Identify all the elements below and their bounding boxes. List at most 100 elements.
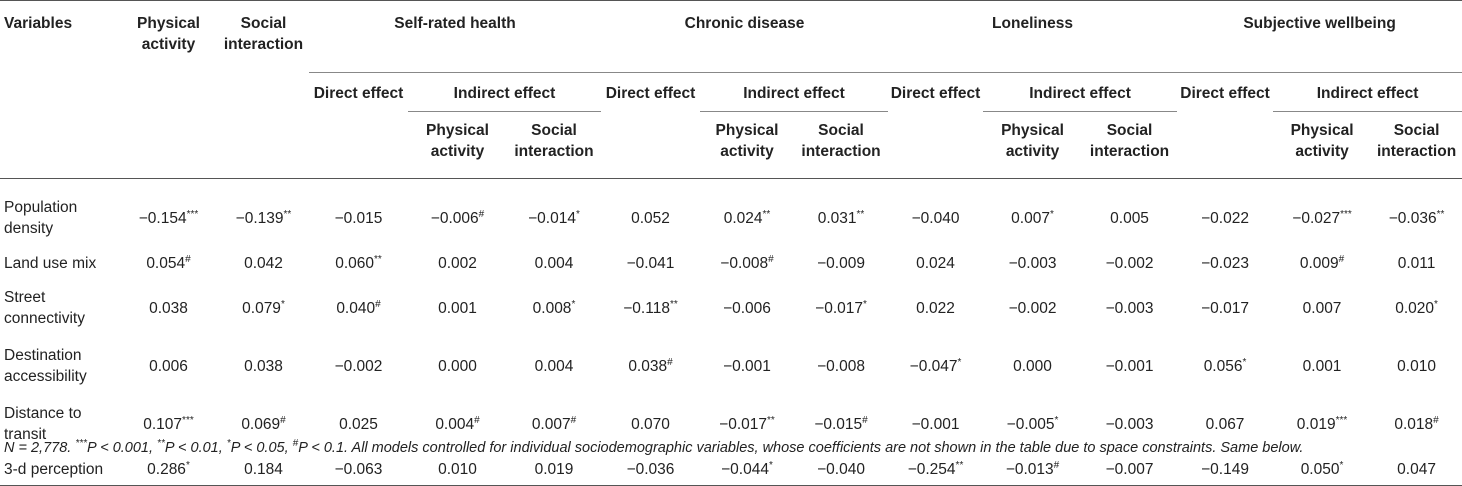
row-label: Street connectivity [4, 289, 85, 327]
table-cell: −0.118** [623, 298, 678, 317]
subheader-social-interaction: Social interaction [507, 111, 601, 179]
header-indirect-effect: Indirect effect [983, 72, 1178, 112]
table-cell: 0.031** [817, 208, 865, 227]
significance-marker: # [768, 253, 774, 265]
table-cell: −0.047* [909, 356, 962, 375]
subheader-physical-activity: Physical activity [700, 111, 794, 179]
table-cell: 0.004# [435, 414, 480, 433]
significance-marker: ** [669, 298, 678, 310]
significance-marker: # [280, 414, 286, 426]
table-cell: 0.040# [336, 298, 381, 317]
table-cell: −0.015# [814, 414, 868, 433]
significance-marker: *** [1335, 414, 1348, 426]
table-cell: −0.002 [334, 357, 383, 375]
table-cell: 0.020* [1395, 298, 1438, 317]
table-cell: 0.060** [335, 253, 382, 272]
table-cell: −0.001 [911, 415, 960, 433]
header-direct-effect: Direct effect [890, 85, 981, 102]
significance-marker: * [280, 298, 285, 310]
table-cell: 0.286* [119, 453, 218, 486]
table-cell: 0.107*** [143, 414, 194, 433]
table-cell: 0.047 [1371, 453, 1462, 486]
subheader-social-interaction: Social interaction [1371, 111, 1462, 179]
table-cell: 0.010 [408, 453, 507, 486]
table-cell: 0.024 [916, 254, 955, 272]
table-cell: 0.038 [149, 299, 188, 317]
significance-marker: * [1434, 298, 1438, 310]
table-row: Destination accessibility 0.006 0.038 −0.002… [0, 337, 1462, 395]
table-cell: −0.041 [626, 254, 675, 272]
table-cell: −0.008# [720, 253, 774, 272]
row-label: Population density [4, 199, 78, 237]
subheader-physical-activity: Physical activity [983, 111, 1083, 179]
table-cell: −0.040 [911, 209, 960, 227]
table-footnote: N = 2,778. ***P < 0.001, **P < 0.01, *P … [4, 438, 1304, 456]
table-cell: −0.254** [888, 453, 984, 486]
header-loneliness: Loneliness [888, 0, 1178, 73]
table-cell: −0.015 [334, 209, 383, 227]
significance-marker: ** [767, 414, 775, 426]
significance-marker: * [957, 356, 962, 368]
table-cell: −0.013# [983, 453, 1083, 486]
table-cell: 0.070 [631, 415, 670, 433]
significance-marker: ** [1436, 208, 1445, 220]
table-cell: −0.002 [1105, 254, 1154, 272]
header-indirect-effect: Indirect effect [1273, 72, 1462, 112]
table-cell: −0.006 [723, 299, 771, 317]
table-cell: −0.027*** [1292, 208, 1352, 227]
table-cell: −0.003 [1008, 254, 1057, 272]
table-row: 3-d perception 0.286* 0.184 −0.063 0.010 0.01… [0, 453, 1462, 486]
significance-marker: # [1053, 459, 1060, 471]
significance-marker: * [1054, 414, 1059, 426]
significance-marker: ** [374, 253, 382, 265]
table-cell: 0.184 [218, 453, 309, 486]
table-cell: −0.007 [1082, 453, 1178, 486]
row-label: 3-d perception [0, 453, 119, 486]
table-cell: 0.001 [438, 299, 477, 317]
table-cell: 0.007 [1302, 299, 1342, 317]
table-cell: −0.001 [723, 357, 771, 375]
significance-marker: * [571, 298, 576, 310]
significance-marker: * [1242, 356, 1247, 368]
table-cell: −0.006# [430, 208, 485, 227]
table-cell: 0.022 [916, 299, 955, 317]
table-row: Population density −0.154*** −0.139** −0.015… [0, 189, 1462, 247]
significance-marker: # [1338, 253, 1345, 265]
significance-marker: * [575, 208, 580, 220]
table-cell: −0.036** [1388, 208, 1445, 227]
subheader-social-interaction: Social interaction [1082, 111, 1178, 179]
significance-marker: # [474, 414, 480, 426]
header-direct-effect: Direct effect [605, 85, 696, 102]
table-cell: 0.038# [628, 356, 673, 375]
table-cell: 0.008* [532, 298, 576, 317]
significance-marker: # [375, 298, 381, 310]
table-cell: 0.011 [1397, 254, 1436, 272]
table-cell: 0.019 [507, 453, 601, 486]
table-cell: 0.079* [242, 298, 285, 317]
table-cell: 0.007* [1011, 208, 1054, 227]
table-cell: −0.014* [528, 208, 580, 227]
header-indirect-effect: Indirect effect [700, 72, 889, 112]
table-cell: 0.000 [1013, 357, 1052, 375]
table-cell: −0.017 [1201, 299, 1249, 317]
table-cell: 0.005 [1110, 209, 1149, 227]
table-cell: −0.022 [1201, 209, 1249, 227]
footnote-text: N = 2,778. ***P < 0.001, **P < 0.01, *P … [4, 438, 1304, 456]
table-cell: 0.052 [631, 209, 670, 227]
significance-marker: # [478, 208, 485, 220]
table-cell: −0.003 [1105, 415, 1154, 433]
table-cell: −0.005* [1006, 414, 1059, 433]
table-cell: 0.067 [1205, 415, 1245, 433]
table-cell: −0.017** [719, 414, 775, 433]
significance-marker: * [1049, 208, 1054, 220]
table-cell: 0.056* [1203, 356, 1247, 375]
significance-marker: ** [856, 208, 865, 220]
table-cell: −0.008 [817, 357, 865, 375]
significance-marker: # [185, 253, 191, 265]
table-cell: 0.006 [149, 357, 188, 375]
table-cell: −0.001 [1105, 357, 1154, 375]
significance-marker: # [667, 356, 673, 368]
table-cell: 0.019*** [1296, 414, 1348, 433]
table-cell: 0.010 [1397, 357, 1436, 375]
